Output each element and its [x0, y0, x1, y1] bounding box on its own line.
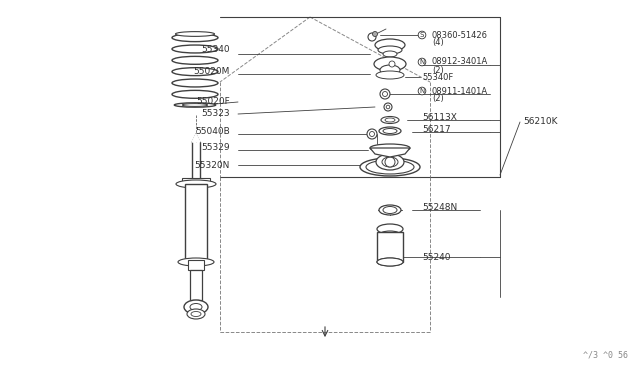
Ellipse shape [172, 68, 218, 76]
Text: 55020F: 55020F [196, 97, 230, 106]
Bar [188, 260, 204, 270]
Ellipse shape [370, 144, 410, 152]
Text: (2): (2) [432, 94, 444, 103]
Ellipse shape [378, 46, 402, 54]
Ellipse shape [376, 71, 404, 79]
Ellipse shape [172, 57, 218, 64]
Ellipse shape [379, 231, 401, 239]
Text: 08911-1401A: 08911-1401A [432, 87, 488, 96]
Text: 56210K: 56210K [523, 118, 557, 126]
Circle shape [367, 129, 377, 139]
Ellipse shape [187, 309, 205, 319]
Text: 08360-51426: 08360-51426 [432, 31, 488, 39]
Text: 56217: 56217 [422, 125, 451, 135]
Ellipse shape [184, 300, 208, 314]
Ellipse shape [172, 45, 218, 53]
Ellipse shape [377, 258, 403, 266]
Ellipse shape [360, 158, 420, 176]
Text: N: N [419, 59, 424, 65]
Text: 55320N: 55320N [195, 160, 230, 170]
Ellipse shape [176, 180, 216, 188]
Ellipse shape [383, 206, 397, 214]
Ellipse shape [380, 65, 400, 75]
Text: 55240: 55240 [422, 253, 451, 262]
Text: 56113X: 56113X [422, 112, 457, 122]
Ellipse shape [379, 127, 401, 135]
Ellipse shape [178, 258, 214, 266]
Text: 55340F: 55340F [422, 73, 453, 81]
Text: 08912-3401A: 08912-3401A [432, 58, 488, 67]
Ellipse shape [377, 258, 403, 266]
Text: (4): (4) [432, 38, 444, 48]
Bar [182, 178, 210, 184]
Text: S: S [420, 32, 424, 38]
Ellipse shape [383, 51, 397, 57]
Text: 55329: 55329 [202, 144, 230, 153]
Circle shape [386, 105, 390, 109]
Circle shape [372, 32, 378, 36]
Text: 55020M: 55020M [194, 67, 230, 77]
Ellipse shape [377, 224, 403, 234]
Circle shape [368, 33, 376, 41]
Text: 55248N: 55248N [422, 202, 457, 212]
Ellipse shape [190, 304, 202, 311]
Ellipse shape [175, 32, 214, 36]
Text: 55340: 55340 [202, 45, 230, 55]
Text: 55040B: 55040B [195, 126, 230, 135]
Ellipse shape [375, 39, 405, 51]
Ellipse shape [379, 205, 401, 215]
Circle shape [384, 103, 392, 111]
Ellipse shape [172, 90, 218, 98]
Ellipse shape [174, 103, 216, 107]
Bar [185, 184, 207, 262]
Polygon shape [192, 134, 200, 142]
Bar [190, 270, 202, 300]
Circle shape [369, 131, 374, 137]
Circle shape [385, 157, 395, 167]
Ellipse shape [172, 79, 218, 87]
Ellipse shape [383, 128, 397, 134]
Text: ^/3 ^0 56: ^/3 ^0 56 [583, 351, 628, 360]
Text: (2): (2) [432, 65, 444, 74]
Circle shape [389, 61, 395, 67]
Ellipse shape [376, 154, 404, 170]
Ellipse shape [191, 311, 201, 317]
Bar [377, 232, 403, 262]
Circle shape [383, 92, 387, 96]
Ellipse shape [381, 116, 399, 124]
Text: N: N [419, 88, 424, 94]
Ellipse shape [385, 118, 395, 122]
Text: 55323: 55323 [202, 109, 230, 119]
Polygon shape [370, 148, 410, 157]
Ellipse shape [382, 157, 398, 167]
Ellipse shape [182, 104, 207, 106]
Ellipse shape [366, 160, 414, 174]
Ellipse shape [374, 57, 406, 71]
Ellipse shape [172, 34, 218, 42]
Circle shape [380, 89, 390, 99]
